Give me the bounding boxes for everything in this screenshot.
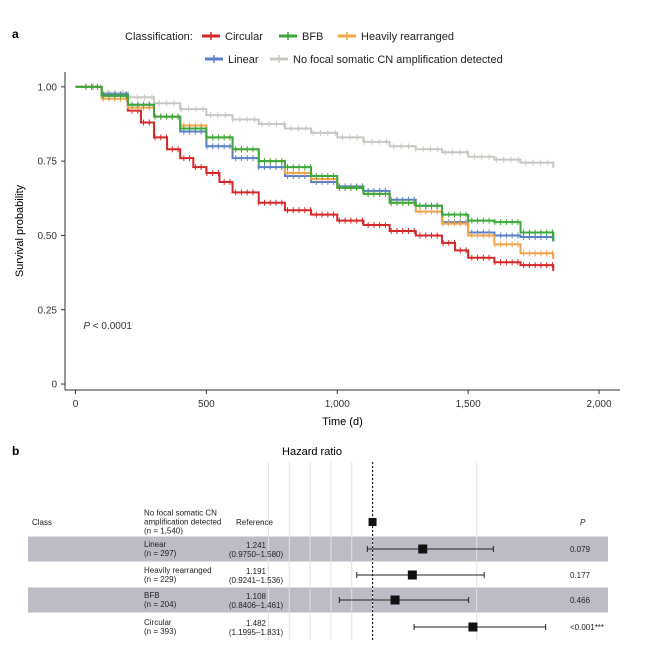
row-name: BFB [144,591,160,600]
censor-marks-2 [85,83,553,240]
row-shading [28,587,608,613]
x-tick-label: 1,000 [325,399,350,410]
km-legend: Classification: Circular BFB Heavily rearra… [125,31,503,66]
row-ci: (1.1995–1.831) [229,628,284,637]
row-ci: (0.8406–1.461) [229,601,284,610]
y-axis-title: Survival probability [14,184,26,277]
row-shading [28,536,608,562]
p-value-annotation: P < 0.0001 [83,321,132,332]
legend-label: BFB [302,31,323,43]
row-hr: 1.191 [246,567,267,576]
p-value-rest: < 0.0001 [90,321,132,332]
row-n: (n = 229) [144,575,177,584]
row-ci: (0.9750–1.580) [229,550,284,559]
row-n: (n = 1,540) [144,527,183,536]
x-tick-label: 500 [198,399,215,410]
hazard-ratio-title: Hazard ratio [282,446,342,458]
row-hr: 1.108 [246,592,267,601]
censor-marks-1 [85,83,553,269]
hr-point [468,622,478,632]
hr-point [368,518,377,526]
row-n: (n = 393) [144,627,177,636]
censor-marks-4 [85,83,553,236]
row-ci: (0.9241–1.536) [229,576,284,585]
row-p-value: 0.177 [570,571,591,580]
x-axis-title: Time (d) [322,416,363,428]
row-n: (n = 297) [144,549,177,558]
row-p-value: <0.001*** [570,623,604,632]
x-tick-label: 2,000 [587,399,612,410]
p-value-italic: P [83,321,90,332]
row-name: Heavily rearranged [144,566,212,575]
hr-point [418,544,428,554]
y-tick-label: 0.25 [38,305,58,316]
legend-label: Circular [225,31,263,43]
row-name: No focal somatic CN [144,509,217,518]
row-name: Linear [144,540,167,549]
legend-label: Linear [228,54,259,66]
y-tick-label: 1.00 [38,82,58,93]
row-name: amplification detected [144,518,221,527]
row-hr: 1.241 [246,541,267,550]
x-tick-label: 0 [73,399,79,410]
y-tick-label: 0 [51,380,57,391]
censor-marks-3 [85,83,553,257]
row-hr: Reference [236,518,273,527]
km-curve-no-focal-somatic-cn-amplification-detected [75,85,555,168]
km-curve-bfb [75,85,555,242]
y-tick-label: 0.50 [38,231,58,242]
legend-title: Classification: [125,31,193,43]
y-tick-label: 0.75 [38,157,58,168]
panel-a-label: a [12,27,19,41]
censor-marks-0 [85,83,549,166]
row-n: (n = 204) [144,600,177,609]
row-p-value: 0.466 [570,596,591,605]
hr-point [407,570,417,580]
class-header: Class [32,518,52,527]
x-tick-label: 1,500 [456,399,481,410]
legend-label: No focal somatic CN amplification detect… [293,54,503,66]
row-p-value: 0.079 [570,545,591,554]
km-plot: 0 0.25 0.50 0.75 1.00 0 500 1,000 1,500 2,000 Time… [14,72,620,428]
km-curve-circular [75,85,555,272]
km-curve-linear [75,85,555,242]
legend-label: Heavily rearranged [361,31,454,43]
panel-b-label: b [12,444,19,458]
row-hr: 1.482 [246,619,267,628]
row-name: Circular [144,618,172,627]
forest-plot: Hazard ratio Class P No focal somatic CNamp… [28,446,608,640]
hr-point [390,595,400,605]
p-header: P [580,518,586,527]
